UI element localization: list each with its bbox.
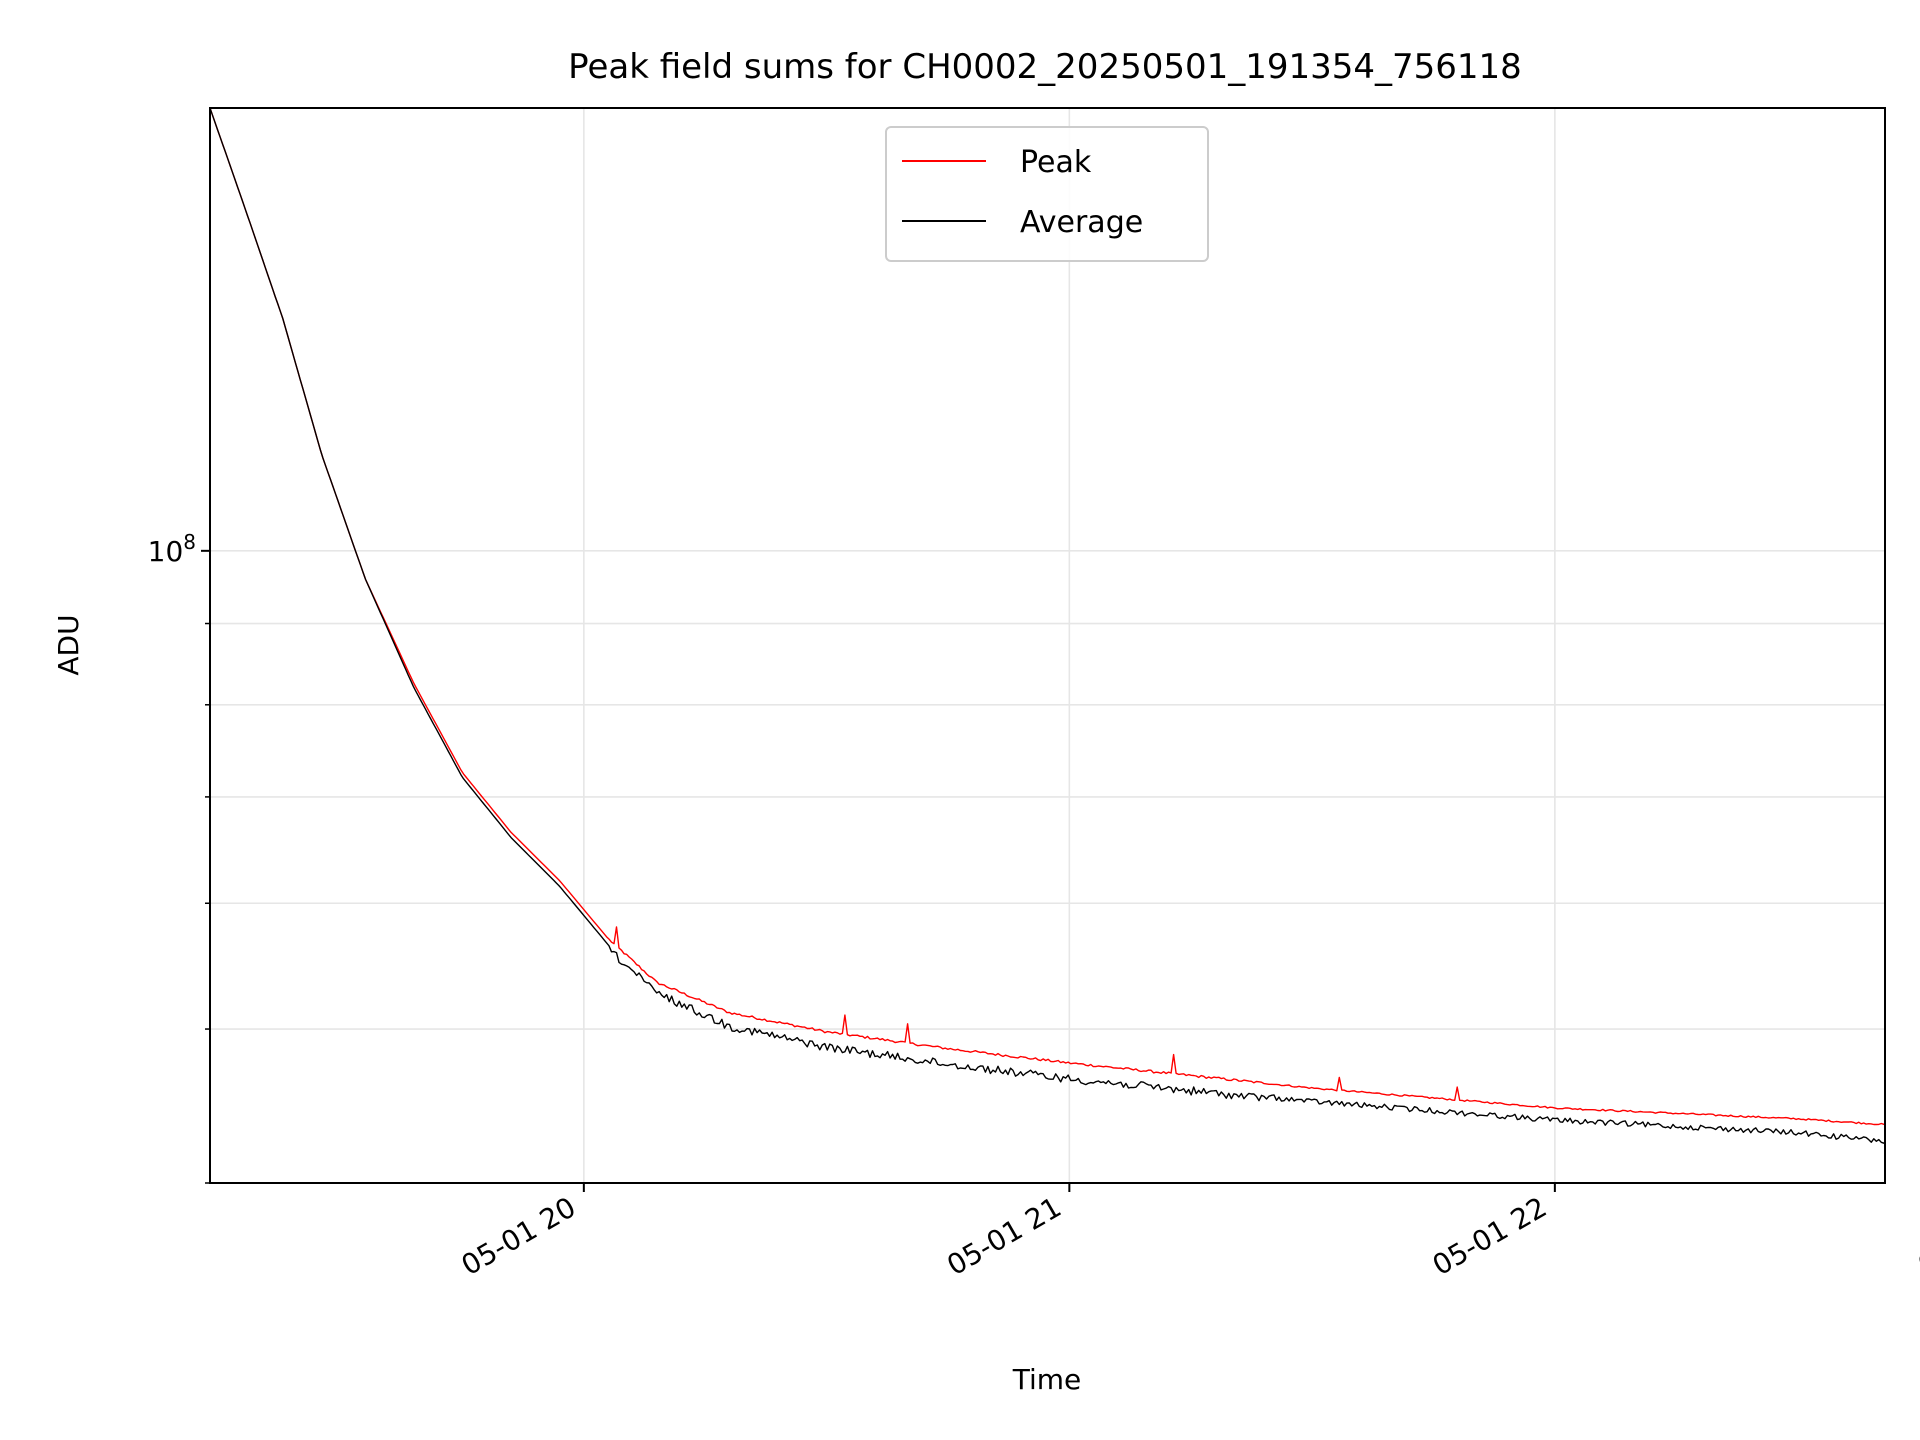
y-tick-label: 108 [148,530,196,568]
legend: Peak Average [885,126,1209,262]
plot-series [210,108,1885,1144]
plot-frame [209,107,1886,1184]
legend-label-peak: Peak [1020,145,1092,180]
chart-title: Peak field sums for CH0002_20250501_1913… [568,47,1522,87]
series-line-peak [210,108,1885,1126]
grid [210,108,1885,1184]
series-line-average [210,108,1885,1144]
y-axis-label: ADU [52,614,85,675]
legend-label-average: Average [1020,205,1143,240]
x-axis-label: Time [1012,1363,1082,1396]
